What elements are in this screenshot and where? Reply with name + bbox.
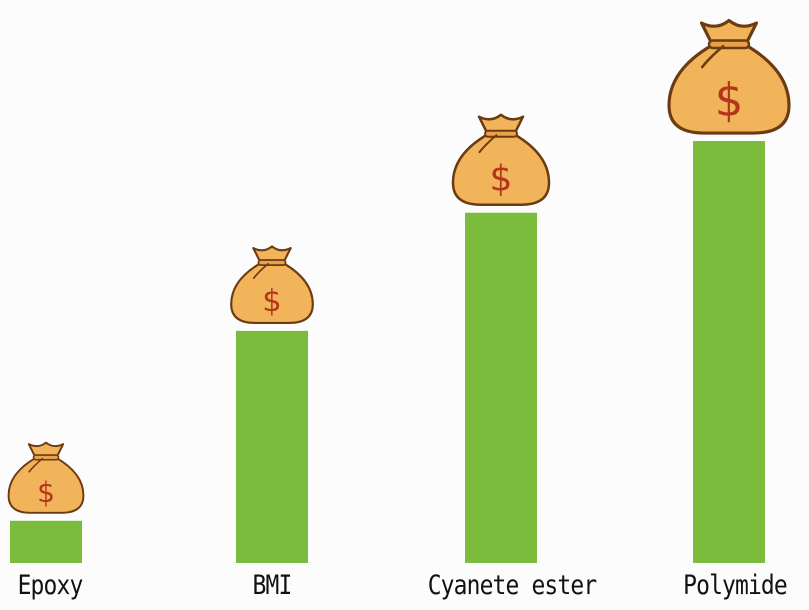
category-label-polymide: Polymide	[683, 570, 788, 601]
dollar-sign-icon: $	[37, 476, 55, 509]
money-bag-icon: $	[7, 441, 85, 514]
bar-cyanete-ester	[465, 212, 537, 564]
bar-bmi	[236, 330, 308, 563]
category-label-bmi: BMI	[252, 570, 293, 601]
bar-epoxy	[10, 520, 82, 563]
dollar-sign-icon: $	[715, 74, 744, 127]
category-label-epoxy: Epoxy	[17, 570, 84, 601]
money-bag-icon: $	[230, 245, 314, 324]
money-bag-icon: $	[451, 113, 551, 206]
category-label-cyanete-ester: Cyanete ester	[427, 570, 597, 601]
money-bag-icon: $	[667, 18, 791, 135]
bar-polymide	[693, 141, 765, 563]
dollar-sign-icon: $	[490, 159, 513, 200]
dollar-sign-icon: $	[262, 284, 281, 319]
